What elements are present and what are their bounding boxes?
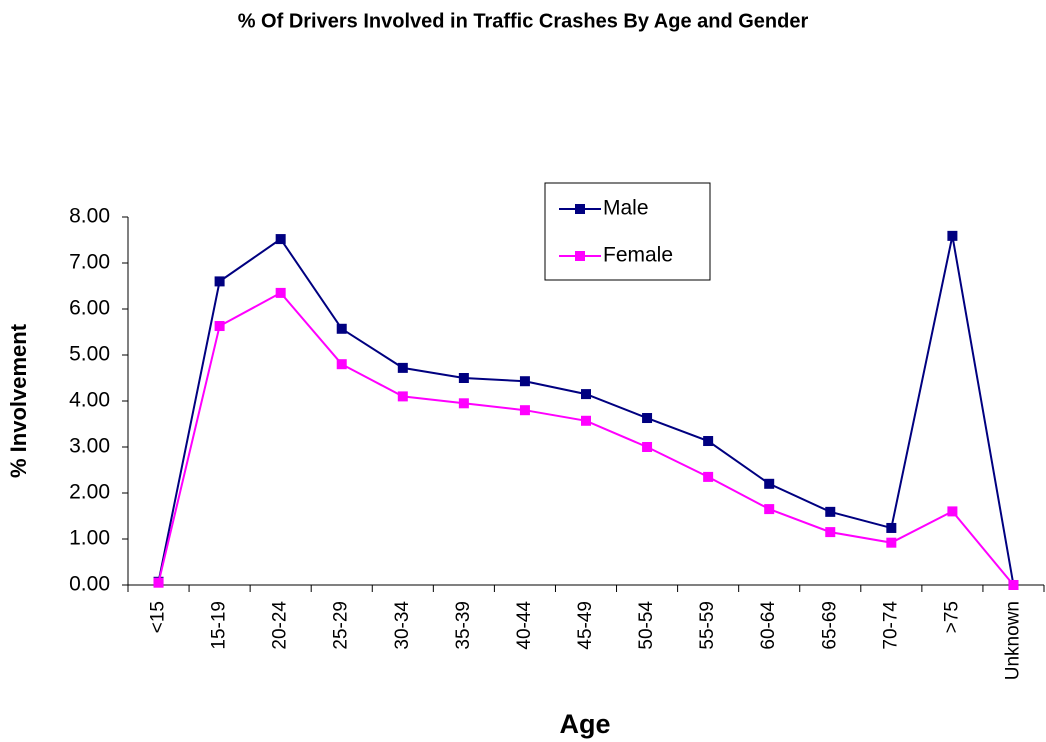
y-tick-label: 2.00: [69, 481, 110, 504]
x-tick-label: 55-59: [697, 601, 718, 650]
x-tick-label: 65-69: [819, 601, 840, 650]
marker: [764, 504, 775, 515]
x-tick-label: 20-24: [270, 601, 291, 650]
marker: [886, 522, 897, 533]
marker: [764, 478, 775, 489]
marker: [581, 415, 591, 426]
x-tick-label: 15-19: [209, 601, 230, 650]
y-tick-label: 8.00: [69, 205, 110, 228]
series-line: [157, 291, 1015, 586]
marker: [947, 506, 958, 517]
x-tick-label: 40-44: [514, 601, 535, 650]
marker: [275, 234, 286, 245]
x-tick-label: Unknown: [1002, 601, 1023, 680]
x-tick-label: >75: [941, 601, 962, 633]
marker: [519, 405, 530, 416]
marker: [336, 359, 347, 370]
marker: [825, 527, 836, 538]
marker: [642, 413, 653, 424]
y-tick-label: 1.00: [69, 527, 110, 550]
marker: [581, 389, 591, 400]
x-tick-label: 50-54: [636, 601, 657, 650]
x-tick-label: 45-49: [575, 601, 596, 650]
marker: [214, 276, 225, 287]
y-tick-label: 4.00: [69, 389, 110, 412]
marker: [825, 506, 836, 517]
marker: [703, 436, 714, 447]
x-tick-label: <15: [148, 601, 169, 633]
legend-label: Female: [603, 244, 673, 267]
marker: [519, 376, 530, 387]
x-tick-label: 25-29: [331, 601, 352, 650]
legend-box: [544, 182, 711, 281]
y-tick-label: 6.00: [69, 297, 110, 320]
chart-title: % Of Drivers Involved in Traffic Crashes…: [238, 10, 809, 32]
y-tick-label: 5.00: [69, 343, 110, 366]
legend-label: Male: [603, 197, 649, 220]
marker: [336, 323, 347, 334]
marker: [947, 230, 958, 241]
marker: [214, 321, 225, 332]
x-tick-label: 60-64: [758, 601, 779, 650]
marker: [642, 442, 653, 452]
x-tick-label: 70-74: [880, 601, 901, 650]
legend-marker: [575, 204, 585, 214]
marker: [397, 362, 408, 373]
marker: [153, 577, 164, 588]
marker: [458, 398, 469, 409]
marker: [703, 471, 714, 482]
x-tick-label: 30-34: [392, 601, 413, 650]
x-axis-label: Age: [559, 709, 610, 739]
y-tick-label: 7.00: [69, 251, 110, 274]
marker: [458, 373, 469, 383]
marker: [275, 287, 286, 298]
y-tick-label: 0.00: [69, 573, 110, 596]
legend-marker: [575, 251, 585, 261]
marker: [886, 537, 897, 548]
y-axis-label: % Involvement: [6, 323, 31, 478]
x-tick-label: 35-39: [453, 601, 474, 650]
y-tick-label: 3.00: [69, 435, 110, 458]
marker: [1008, 580, 1019, 590]
series-line: [157, 235, 1015, 586]
marker: [397, 391, 408, 402]
